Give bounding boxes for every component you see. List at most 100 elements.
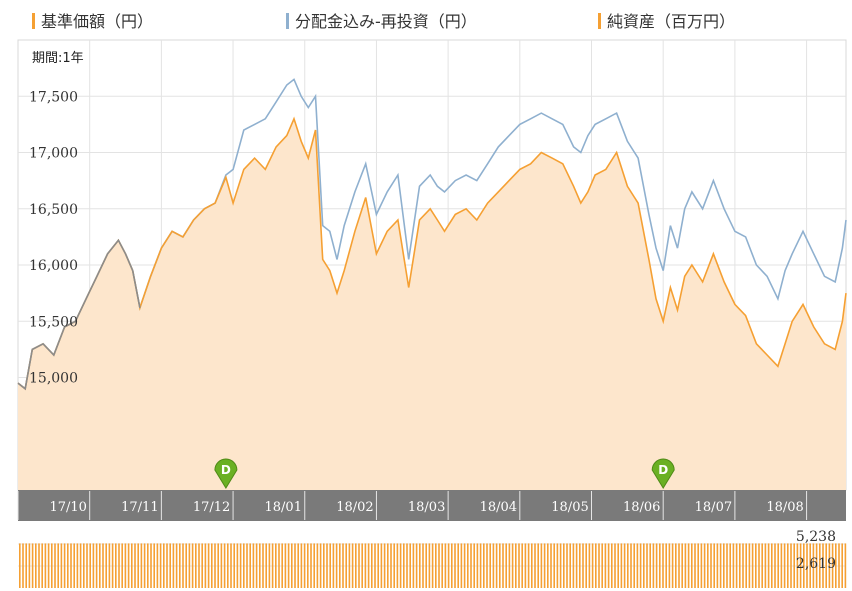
month-axis[interactable]: 17/10 17/11 17/12 18/01 18/02 18/03 18/04 18/05…	[17, 490, 846, 521]
volume-bar	[70, 543, 72, 588]
volume-bar	[259, 543, 261, 588]
volume-bar	[543, 543, 546, 588]
month-tick-label[interactable]: 18/05	[551, 500, 588, 515]
volume-bar	[339, 543, 341, 588]
volume-bar	[73, 543, 75, 588]
legend-item-net-assets[interactable]: 純資産（百万円）	[598, 8, 735, 32]
month-tick-label[interactable]: 18/03	[408, 500, 445, 515]
y-tick-label: 16,000	[29, 258, 78, 274]
volume-bar	[115, 543, 117, 588]
volume-bar	[403, 543, 405, 588]
distribution-pin-icon	[651, 458, 675, 489]
volume-bar	[143, 543, 146, 588]
volume-bar	[147, 543, 149, 588]
volume-bar	[598, 543, 600, 588]
volume-bar	[63, 543, 66, 588]
volume-bar	[316, 543, 319, 588]
volume-bar	[204, 543, 207, 588]
volume-bar	[54, 543, 56, 588]
volume-bar	[198, 543, 200, 588]
volume-bar	[44, 543, 47, 588]
volume-bar	[348, 543, 351, 588]
y-tick-label: 16,500	[29, 202, 78, 218]
volume-bar	[358, 543, 360, 588]
volume-bar	[841, 543, 843, 588]
volume-bar	[652, 543, 655, 588]
volume-bar	[569, 543, 571, 588]
volume-bar	[505, 543, 507, 588]
volume-bar	[819, 543, 821, 588]
volume-bar	[803, 543, 805, 588]
volume-bar	[815, 543, 818, 588]
volume-bar	[646, 543, 648, 588]
volume-bar	[470, 543, 472, 588]
volume-bar	[307, 543, 309, 588]
volume-bar	[195, 543, 197, 588]
volume-bar	[844, 543, 847, 588]
volume-bar	[595, 543, 597, 588]
volume-bar	[831, 543, 834, 588]
volume-bar	[419, 543, 421, 588]
distribution-marker-label: D	[658, 463, 668, 477]
volume-bar	[175, 543, 178, 588]
volume-bar	[623, 543, 626, 588]
volume-bar	[275, 543, 277, 588]
volume-bar	[777, 543, 779, 588]
volume-bar	[207, 543, 210, 588]
distribution-marker[interactable]: D	[651, 458, 675, 489]
volume-bar	[655, 543, 658, 588]
volume-bar	[255, 543, 258, 588]
legend-label-nav: 基準価額（円）	[41, 12, 154, 31]
month-tick-label[interactable]: 17/12	[193, 500, 230, 515]
month-tick-label[interactable]: 18/08	[766, 500, 803, 515]
volume-bar	[83, 543, 85, 588]
volume-bar	[284, 543, 287, 588]
volume-bar	[790, 543, 792, 588]
volume-bar	[38, 543, 40, 588]
volume-bar	[332, 543, 335, 588]
legend-swatch-reinvest	[286, 13, 289, 29]
volume-bar	[223, 543, 226, 588]
y-tick-label: 17,000	[29, 146, 78, 162]
volume-bar	[643, 543, 645, 588]
volume-bar	[774, 543, 776, 588]
month-tick-label[interactable]: 18/04	[480, 500, 517, 515]
volume-bar	[662, 543, 664, 588]
volume-bar	[713, 543, 715, 588]
volume-bar	[566, 543, 568, 588]
month-tick-label[interactable]: 17/10	[49, 500, 86, 515]
volume-bar	[371, 543, 373, 588]
volume-bar	[761, 543, 763, 588]
legend-item-reinvest[interactable]: 分配金込み-再投資（円）	[286, 8, 477, 32]
volume-bar	[118, 543, 120, 588]
volume-bar	[707, 543, 709, 588]
month-tick-label[interactable]: 17/11	[121, 500, 158, 515]
volume-bar	[355, 543, 357, 588]
distribution-marker[interactable]: D	[214, 458, 238, 489]
distribution-marker-label: D	[221, 463, 231, 477]
volume-bar	[188, 543, 191, 588]
volume-bar	[527, 543, 530, 588]
volume-bar	[156, 543, 159, 588]
volume-bar	[758, 543, 760, 588]
y-axis: 15,000 15,500 16,000 16,500 17,000 17,500	[29, 89, 78, 386]
volume-bar	[748, 543, 751, 588]
month-tick-label[interactable]: 18/02	[336, 500, 373, 515]
volume-bar	[796, 543, 799, 588]
volume-bar	[809, 543, 811, 588]
volume-bar	[380, 543, 383, 588]
month-tick-label[interactable]: 18/07	[695, 500, 732, 515]
volume-bar	[268, 543, 271, 588]
y-tick-label: 15,000	[29, 371, 78, 387]
legend-item-nav[interactable]: 基準価額（円）	[32, 8, 153, 32]
month-tick-label[interactable]: 18/06	[623, 500, 660, 515]
volume-bar	[134, 543, 136, 588]
legend: 基準価額（円） 分配金込み-再投資（円） 純資産（百万円）	[0, 0, 852, 34]
volume-bar	[35, 543, 37, 588]
volume-bar	[812, 543, 815, 588]
volume-bar	[649, 543, 651, 588]
volume-bar	[828, 543, 831, 588]
month-tick-label[interactable]: 18/01	[265, 500, 302, 515]
volume-bar	[675, 543, 677, 588]
